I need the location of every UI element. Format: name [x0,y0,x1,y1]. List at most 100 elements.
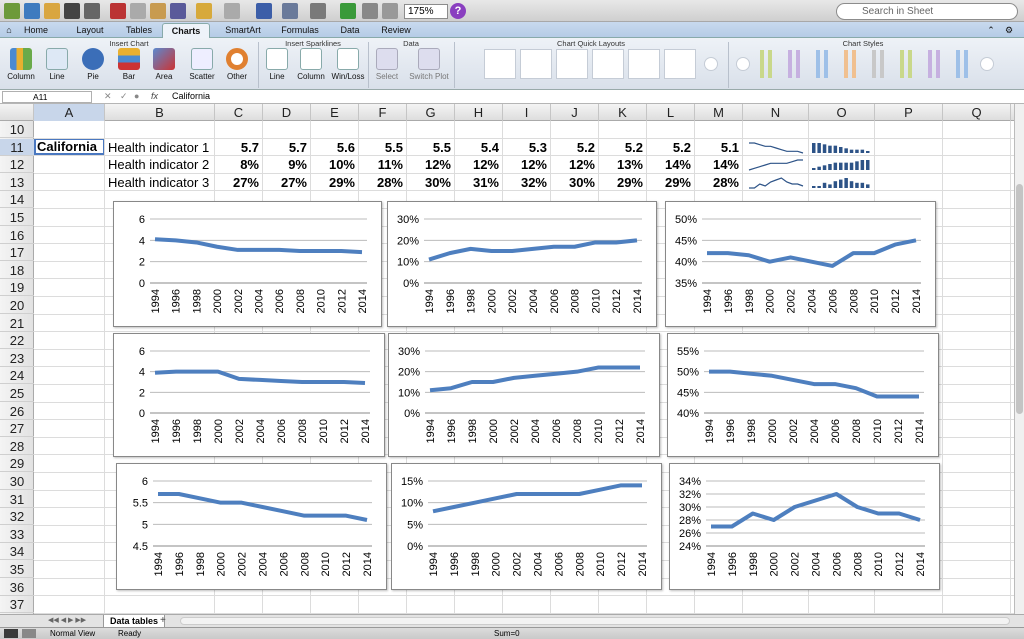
column-header-n[interactable]: N [743,104,809,121]
indicator-value[interactable]: 12% [472,157,499,173]
chart-indicator-3-2[interactable]: 40% 45% 50% 55% 1994 1996 1998 2000 2002 2004 2006… [667,333,939,457]
paste-icon[interactable] [150,3,166,19]
indicator-value[interactable]: 30% [424,174,451,190]
indicator-value[interactable]: 5.5 [384,139,403,155]
print-icon[interactable] [84,3,100,19]
cell-a11-selected[interactable]: California [34,138,105,155]
row-header-17[interactable]: 17 [0,244,34,262]
row-header-26[interactable]: 26 [0,403,34,420]
sparkline-line[interactable] [747,176,807,190]
vertical-scroll-thumb[interactable] [1016,184,1023,414]
redo-icon[interactable] [224,3,240,19]
sparkline-line[interactable] [747,158,807,172]
collapse-ribbon-icon[interactable]: ⌃ [987,25,995,35]
row-header-32[interactable]: 32 [0,508,34,526]
indicator-value[interactable]: 10% [328,157,355,173]
chart-indicator-3-1[interactable]: 35% 40% 45% 50% 1994 1996 1998 2000 2002 2004 2006… [665,201,936,327]
indicator-label[interactable]: Health indicator 2 [108,157,210,173]
row-header-16[interactable]: 16 [0,227,34,244]
name-box[interactable]: A11 [2,91,92,103]
indicator-value[interactable]: 27% [280,174,307,190]
switch-plot-button[interactable]: Switch Plot [406,48,452,81]
row-header-11[interactable]: 11 [0,138,34,156]
column-header-l[interactable]: L [647,104,695,121]
chart-indicator-1-3[interactable]: 4.5 5 5.5 6 1994 1996 1998 2000 2002 2004 2006 2008… [116,463,387,590]
quick-layout-4[interactable] [592,49,624,79]
indicator-value[interactable]: 13% [616,157,643,173]
recalc-icon[interactable]: ● [134,91,140,101]
chart-style-6[interactable] [896,50,916,78]
indicator-value[interactable]: 5.1 [720,139,739,155]
filter-icon[interactable] [310,3,326,19]
toolbox-icon[interactable] [382,3,398,19]
select-data-button[interactable]: Select [372,48,402,81]
row-header-19[interactable]: 19 [0,279,34,297]
chart-style-3[interactable] [812,50,832,78]
indicator-value[interactable]: 5.7 [240,139,259,155]
row-header-33[interactable]: 33 [0,526,34,543]
undo-icon[interactable] [196,3,212,19]
open-icon[interactable] [44,3,60,19]
indicator-value[interactable]: 5.7 [288,139,307,155]
quick-layout-1[interactable] [484,49,516,79]
new-icon[interactable] [4,3,20,19]
indicator-value[interactable]: 29% [328,174,355,190]
column-chart-button[interactable]: Column [4,48,38,81]
row-header-23[interactable]: 23 [0,350,34,367]
page-layout-view-icon[interactable] [22,629,36,638]
sparkline-column[interactable] [811,141,873,155]
tab-charts[interactable]: Charts [162,23,210,38]
sparkline-column[interactable] [811,158,873,172]
row-header-29[interactable]: 29 [0,455,34,473]
tab-formulas[interactable]: Formulas [281,25,319,35]
quick-layout-3[interactable] [556,49,588,79]
column-header-d[interactable]: D [263,104,311,121]
row-header-35[interactable]: 35 [0,561,34,578]
line-chart-button[interactable]: Line [42,48,72,81]
column-header-m[interactable]: M [695,104,743,121]
tab-home[interactable]: Home [23,25,48,35]
vertical-scrollbar[interactable] [1014,104,1024,614]
tab-review[interactable]: Review [381,25,411,35]
quick-layout-5[interactable] [628,49,660,79]
autosum-icon[interactable] [256,3,272,19]
chart-style-1[interactable] [756,50,776,78]
cut-icon[interactable] [110,3,126,19]
indicator-value[interactable]: 8% [240,157,259,173]
column-header-f[interactable]: F [359,104,407,121]
chart-indicator-1-1[interactable]: 0 2 4 6 1994 1996 1998 2000 2002 2004 2006 2008 2010… [113,201,382,327]
indicator-value[interactable]: 29% [664,174,691,190]
row-header-27[interactable]: 27 [0,420,34,438]
insert-function-icon[interactable]: fx [151,91,159,101]
chart-indicator-2-2[interactable]: 0% 10% 20% 30% 1994 1996 1998 2000 2002 2004 2006 2… [388,333,660,457]
indicator-value[interactable]: 14% [664,157,691,173]
indicator-value[interactable]: 30% [568,174,595,190]
indicator-value[interactable]: 5.4 [480,139,499,155]
tab-smartart[interactable]: SmartArt [225,25,261,35]
quick-layout-6[interactable] [664,49,696,79]
row-header-18[interactable]: 18 [0,262,34,279]
row-header-30[interactable]: 30 [0,473,34,490]
indicator-value[interactable]: 5.5 [432,139,451,155]
ribbon-settings-icon[interactable]: ⚙ [1004,25,1014,35]
chart-styles-next-arrow[interactable] [980,57,994,71]
row-header-37[interactable]: 37 [0,596,34,614]
other-chart-button[interactable]: Other [222,48,252,81]
row-header-36[interactable]: 36 [0,579,34,596]
row-header-31[interactable]: 31 [0,491,34,508]
row-header-24[interactable]: 24 [0,367,34,385]
column-header-j[interactable]: J [551,104,599,121]
tab-data[interactable]: Data [340,25,360,35]
sparkline-line[interactable] [747,141,807,155]
chart-indicator-2-3[interactable]: 0% 5% 10% 15% 1994 1996 1998 2000 2002 2004 2006 20… [391,463,662,590]
column-header-k[interactable]: K [599,104,647,121]
formula-builder-icon[interactable] [340,3,356,19]
indicator-label[interactable]: Health indicator 1 [108,139,210,155]
chart-style-8[interactable] [952,50,972,78]
chart-styles-prev-arrow[interactable] [736,57,750,71]
indicator-value[interactable]: 27% [232,174,259,190]
search-sheet-input[interactable]: Search in Sheet [836,3,1018,20]
help-icon[interactable]: ? [450,3,466,19]
sparkline-column-button[interactable]: Column [294,48,328,81]
indicator-value[interactable]: 11% [377,157,403,173]
